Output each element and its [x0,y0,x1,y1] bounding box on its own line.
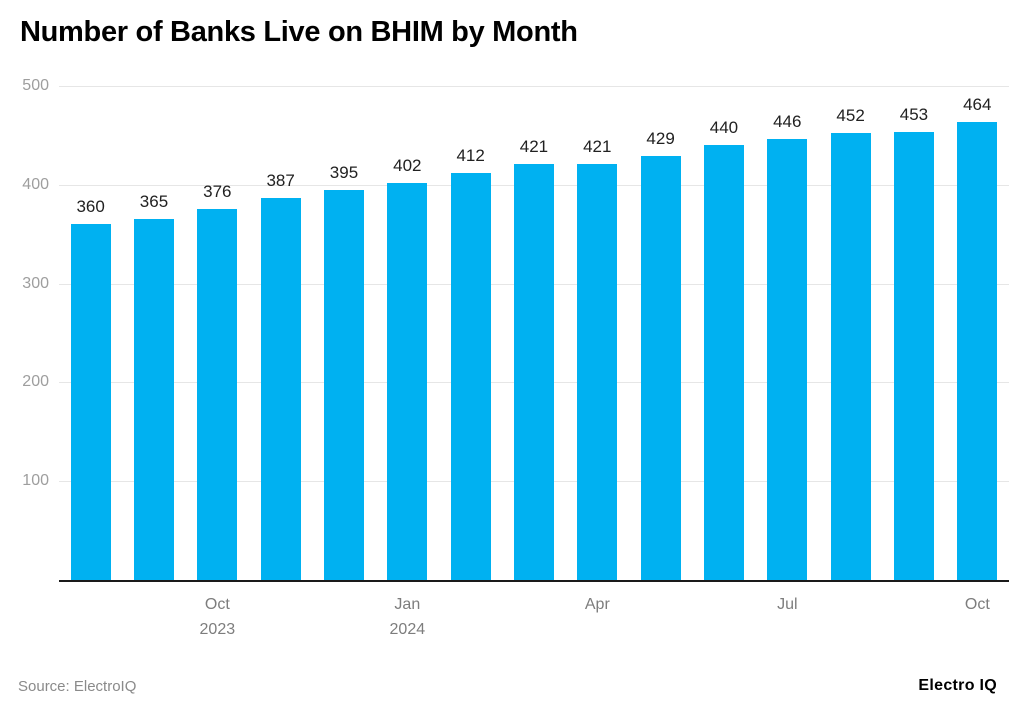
bar-slot: 453 [882,86,945,580]
bar [133,219,174,580]
y-tick-label-300: 300 [22,274,49,292]
y-tick-label-200: 200 [22,373,49,391]
bar-slot: 360 [59,86,122,580]
bar [70,224,111,580]
bar [197,208,238,580]
bar-slot: 429 [629,86,692,580]
bar [640,156,681,580]
x-tick-label-jan-2024: Jan 2024 [389,596,426,638]
y-tick-label-100: 100 [22,472,49,490]
x-tick-label-apr: Apr [584,596,610,613]
bar [513,164,554,580]
plot-area: 100 200 300 400 500 360 365 376 387 395 402 412 421… [22,77,1009,638]
bar [830,133,871,580]
bar-slot: 421 [502,86,565,580]
bar [260,197,301,580]
bar-value-label: 440 [709,118,739,138]
bar [767,139,808,580]
bar-slot: 387 [249,86,312,580]
bar-value-label: 360 [76,197,105,217]
bar-slot: 452 [819,86,882,580]
bar-value-label: 376 [203,181,232,201]
chart-title: Number of Banks Live on BHIM by Month [20,16,578,48]
bar [957,121,998,580]
x-tick-label-jul: Jul [777,596,798,613]
bar-slot: 395 [312,86,375,580]
bar-value-label: 446 [773,112,802,132]
x-axis-line [59,579,1009,582]
bar [387,182,428,580]
bar-slot: 446 [756,86,819,580]
x-tick-label-oct-2023: Oct 2023 [199,596,236,638]
y-tick-label-400: 400 [22,175,49,193]
bar-value-label: 429 [646,129,675,149]
bar-value-label: 365 [139,192,169,212]
gridline-500 [59,86,1009,87]
bar-value-label: 421 [583,137,612,157]
bar [577,164,618,580]
bar-slot: 412 [439,86,502,580]
bar-value-label: 421 [519,137,549,157]
bar [450,172,491,580]
bar [323,189,364,580]
bar-value-label: 453 [899,105,929,125]
bar-slot: 402 [376,86,439,580]
x-axis-labels: Oct 2023 Jan 2024 Apr Jul Oct [59,580,1009,640]
x-tick-label-oct: Oct [964,596,990,613]
source-note: Source: ElectroIQ [18,678,137,695]
bar-value-label: 452 [836,106,865,126]
bar-slot: 421 [566,86,629,580]
bar-value-label: 395 [329,162,359,182]
bar-slot: 376 [186,86,249,580]
bar-value-label: 412 [456,145,485,165]
bar-value-label: 387 [266,170,295,190]
brand-logo: Electro IQ [918,677,997,694]
bar-slot: 440 [692,86,755,580]
bar-value-label: 402 [393,155,422,175]
y-tick-label-500: 500 [22,77,49,94]
bar [703,145,744,580]
bars-container: 360 365 376 387 395 402 412 421 421 429 440 446 452 4… [59,86,1009,580]
bar-slot: 464 [946,86,1009,580]
bar-slot: 365 [122,86,185,580]
bar [893,132,934,580]
bar-value-label: 464 [963,94,992,114]
